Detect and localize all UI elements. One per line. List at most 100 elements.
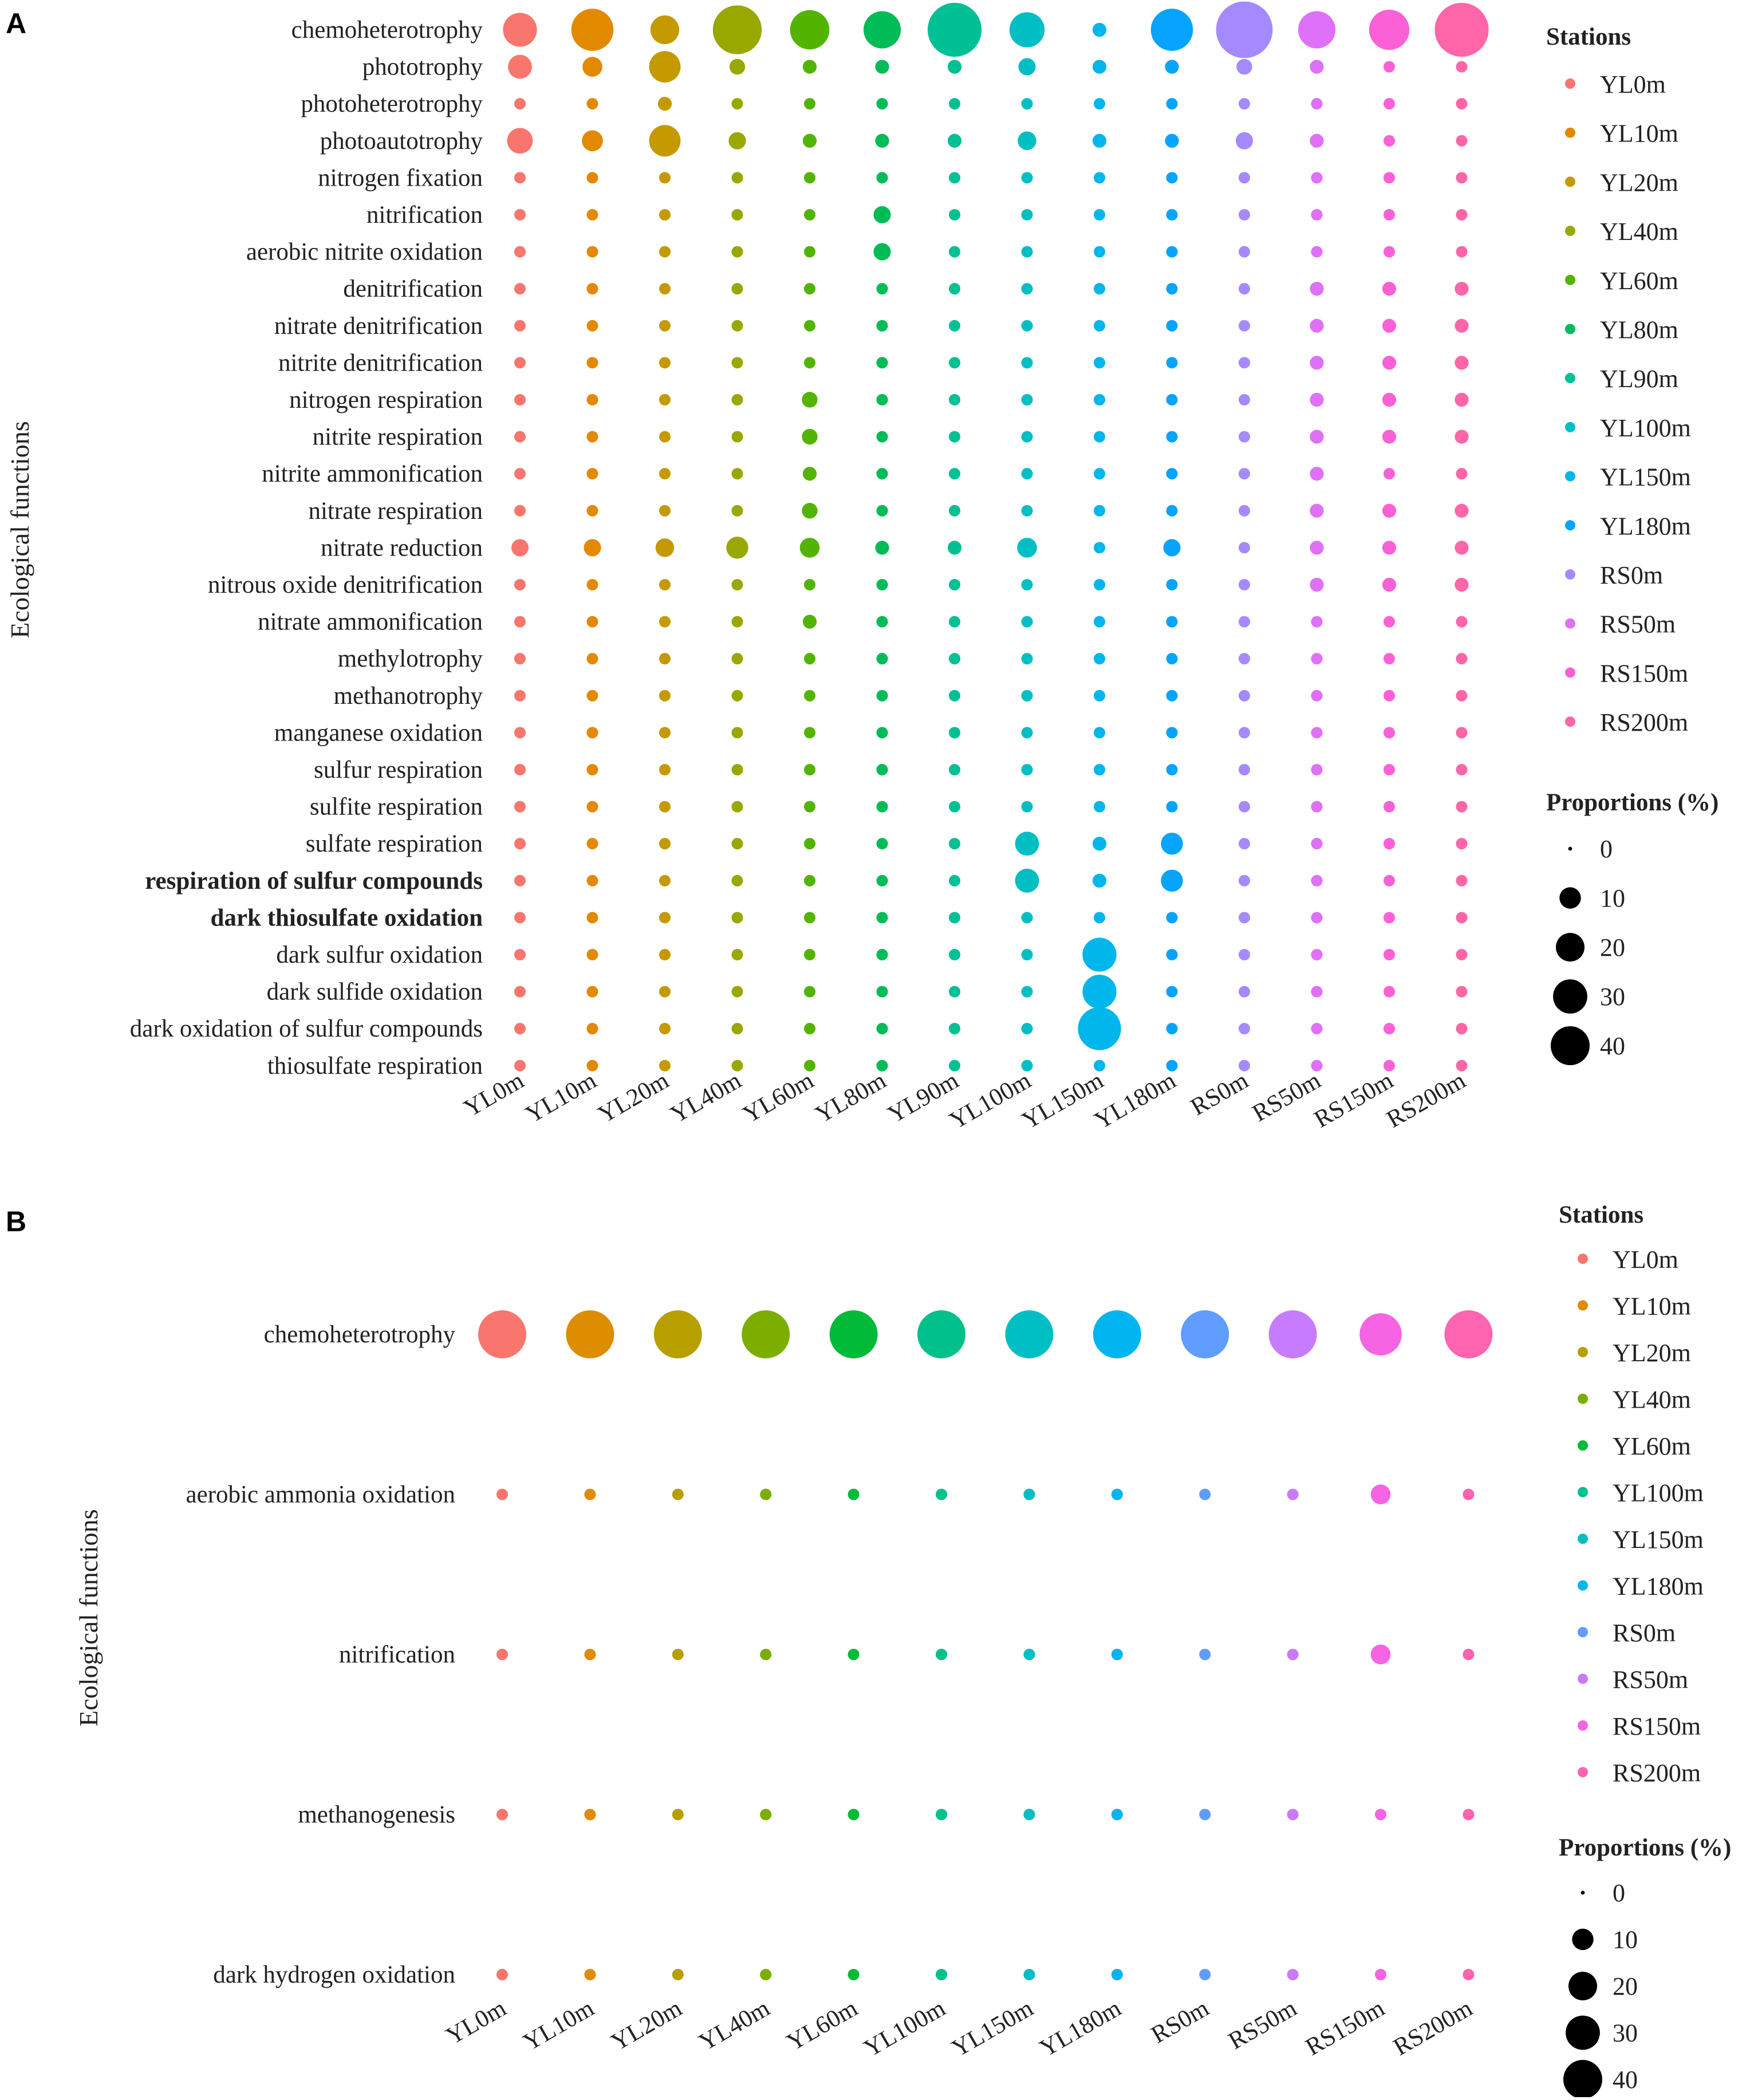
panel-a-bubble-methanotrophy-rs150m — [1383, 690, 1396, 702]
panel-b-legend-key-rs0m — [1578, 1627, 1588, 1637]
panel-a-bubble-nitrogen-respiration-yl90m — [948, 393, 961, 406]
panel-a-bubble-dark-oxidation-of-sulfur-compounds-yl0m — [514, 1023, 526, 1035]
panel-a-bubble-sulfur-respiration-yl180m — [1166, 763, 1178, 776]
panel-a-bubble-dark-thiosulfate-oxidation-yl100m — [1021, 912, 1033, 924]
panel-a-bubble-phototrophy-rs200m — [1456, 61, 1468, 73]
panel-b-bubble-dark-hydrogen-oxidation-yl60m — [848, 1968, 860, 1981]
panel-a-bubble-nitrite-denitrification-yl0m — [514, 357, 526, 369]
panel-a-bubble-photoautotrophy-yl20m — [649, 125, 681, 157]
panel-b-legend-key-yl100m — [1578, 1487, 1588, 1498]
panel-a-bubble-nitrous-oxide-denitrification-yl10m — [586, 578, 598, 591]
panel-a-bubble-dark-sulfur-oxidation-rs50m — [1311, 948, 1323, 961]
panel-b-legend-label-rs200m: RS200m — [1613, 1759, 1701, 1787]
panel-a-legend-key-yl10m — [1565, 127, 1575, 138]
panel-a-bubble-photoheterotrophy-rs200m — [1456, 98, 1468, 110]
panel-a-bubble-denitrification-rs200m — [1455, 282, 1469, 296]
panel-a-bubble-photoheterotrophy-yl80m — [876, 98, 888, 110]
panel-a-bubble-methylotrophy-yl10m — [586, 653, 598, 665]
panel-a-bubble-sulfate-respiration-rs150m — [1383, 838, 1396, 850]
panel-a-bubble-nitrification-yl0m — [514, 208, 526, 221]
panel-b-x-tick-yl100m: YL100m — [860, 1995, 950, 2062]
panel-a-bubble-nitrite-ammonification-yl90m — [948, 468, 961, 480]
panel-a-bubble-aerobic-nitrite-oxidation-yl180m — [1166, 246, 1178, 258]
panel-a-bubble-dark-oxidation-of-sulfur-compounds-yl60m — [803, 1023, 816, 1035]
panel-a-bubble-photoautotrophy-rs200m — [1456, 135, 1468, 147]
panel-b-bubble-nitrification-yl10m — [584, 1648, 596, 1661]
panel-a-bubble-nitrate-reduction-yl150m — [1093, 542, 1106, 554]
panel-a-bubble-photoautotrophy-rs50m — [1310, 133, 1324, 148]
panel-a-bubble-nitrite-respiration-yl80m — [876, 431, 888, 443]
panel-a-bubble-nitrogen-fixation-yl0m — [514, 172, 526, 184]
panel-a-bubble-phototrophy-rs50m — [1310, 60, 1324, 74]
panel-a-bubble-aerobic-nitrite-oxidation-yl20m — [659, 246, 671, 258]
panel-b-bubble-chemoheterotrophy-yl150m — [1005, 1310, 1054, 1358]
panel-a-bubble-photoautotrophy-yl100m — [1018, 131, 1036, 151]
panel-a-bubble-nitrogen-respiration-rs150m — [1382, 392, 1397, 407]
panel-a-bubble-nitrate-ammonification-yl80m — [876, 616, 888, 628]
panel-a-bubble-dark-sulfide-oxidation-yl40m — [731, 986, 743, 998]
panel-b-bubble-chemoheterotrophy-yl60m — [829, 1310, 878, 1358]
panel-a-bubble-nitrous-oxide-denitrification-rs150m — [1382, 577, 1397, 592]
panel-a-bubble-methanotrophy-yl20m — [659, 690, 671, 702]
panel-b-x-tick-rs50m: RS50m — [1224, 1995, 1301, 2055]
panel-a-bubble-nitrate-denitrification-yl80m — [876, 320, 888, 332]
panel-b-bubble-methanogenesis-yl180m — [1111, 1809, 1123, 1821]
panel-a-bubble-photoautotrophy-yl60m — [802, 133, 817, 148]
panel-a-bubble-denitrification-yl0m — [514, 283, 526, 295]
panel-a-bubble-nitrite-ammonification-yl40m — [731, 468, 743, 480]
panel-b-bubble-nitrification-rs200m — [1463, 1648, 1475, 1661]
panel-a-bubble-aerobic-nitrite-oxidation-yl100m — [1021, 246, 1033, 258]
panel-a-bubble-nitrate-ammonification-yl150m — [1093, 616, 1106, 628]
panel-a-bubble-nitrate-reduction-yl60m — [799, 538, 820, 558]
panel-a-bubble-phototrophy-yl80m — [875, 60, 889, 74]
panel-a-x-tick-yl180m: YL180m — [1090, 1067, 1181, 1134]
panel-a-bubble-nitrite-ammonification-yl80m — [876, 468, 888, 480]
panel-a-bubble-nitrogen-respiration-yl150m — [1093, 393, 1106, 406]
panel-a-bubble-dark-oxidation-of-sulfur-compounds-yl180m — [1166, 1023, 1178, 1035]
panel-a-bubble-sulfate-respiration-yl90m — [948, 838, 961, 850]
panel-a-bubble-photoheterotrophy-rs0m — [1238, 98, 1251, 110]
panel-a-bubble-methanotrophy-rs200m — [1456, 690, 1468, 702]
panel-a-bubble-nitrite-respiration-yl40m — [731, 431, 743, 443]
panel-a-bubble-nitrogen-respiration-rs200m — [1455, 392, 1469, 407]
panel-b-legend-stations-title: Stations — [1559, 1201, 1643, 1228]
panel-b-bubble-aerobic-ammonia-oxidation-yl60m — [848, 1488, 860, 1500]
panel-b-bubble-aerobic-ammonia-oxidation-rs200m — [1463, 1488, 1475, 1500]
panel-a-bubble-dark-oxidation-of-sulfur-compounds-yl40m — [731, 1023, 743, 1035]
panel-a-bubble-nitrification-rs150m — [1383, 208, 1396, 221]
panel-a-bubble-nitrate-denitrification-yl40m — [731, 320, 743, 332]
panel-a-bubble-manganese-oxidation-yl0m — [514, 727, 526, 739]
panel-a-bubble-nitrite-denitrification-rs0m — [1238, 357, 1251, 369]
panel-a-bubble-nitrate-denitrification-yl20m — [659, 320, 671, 332]
panel-b-bubble-methanogenesis-rs0m — [1199, 1809, 1211, 1821]
panel-a-bubble-nitrous-oxide-denitrification-yl80m — [876, 578, 888, 591]
panel-a-bubble-sulfate-respiration-rs0m — [1238, 838, 1251, 850]
panel-b-letter: B — [6, 1205, 26, 1238]
panel-a-bubble-nitrogen-fixation-rs150m — [1383, 172, 1396, 184]
panel-a-function-label-nitrate-ammonification: nitrate ammonification — [258, 609, 483, 636]
panel-a-bubble-methylotrophy-yl150m — [1093, 653, 1106, 665]
panel-a-bubble-nitrite-denitrification-rs50m — [1310, 356, 1324, 370]
panel-a-function-label-sulfate-respiration: sulfate respiration — [306, 830, 483, 857]
panel-a-legend-key-yl80m — [1565, 324, 1575, 334]
panel-a-bubble-sulfite-respiration-rs50m — [1311, 801, 1323, 813]
panel-b-legend-label-yl100m: YL100m — [1613, 1479, 1704, 1507]
panel-b-x-tick-rs0m: RS0m — [1147, 1995, 1214, 2048]
panel-a-function-label-nitrite-ammonification: nitrite ammonification — [262, 460, 483, 487]
panel-a-bubble-aerobic-nitrite-oxidation-yl80m — [873, 243, 891, 261]
panel-a-bubble-nitrogen-fixation-yl20m — [659, 172, 671, 184]
panel-a-bubble-respiration-of-sulfur-compounds-yl10m — [586, 874, 598, 887]
panel-a-bubble-sulfate-respiration-yl10m — [586, 838, 598, 850]
panel-b-bubble-chemoheterotrophy-yl180m — [1093, 1310, 1141, 1358]
panel-a-bubble-methylotrophy-yl90m — [948, 653, 961, 665]
panel-a-bubble-dark-oxidation-of-sulfur-compounds-yl90m — [948, 1023, 961, 1035]
panel-b-bubble-chemoheterotrophy-yl0m — [478, 1310, 526, 1358]
panel-b-x-tick-yl180m: YL180m — [1035, 1995, 1126, 2062]
panel-a-bubble-methylotrophy-yl100m — [1021, 653, 1033, 665]
panel-a-bubble-nitrite-respiration-yl150m — [1093, 431, 1106, 443]
panel-a-bubble-respiration-of-sulfur-compounds-rs50m — [1311, 874, 1323, 887]
panel-a-bubble-methylotrophy-rs150m — [1383, 653, 1396, 665]
panel-a-bubble-nitrogen-fixation-yl40m — [731, 172, 743, 184]
panel-a-bubble-respiration-of-sulfur-compounds-yl150m — [1092, 873, 1107, 888]
panel-a-bubble-sulfate-respiration-rs50m — [1311, 838, 1323, 850]
